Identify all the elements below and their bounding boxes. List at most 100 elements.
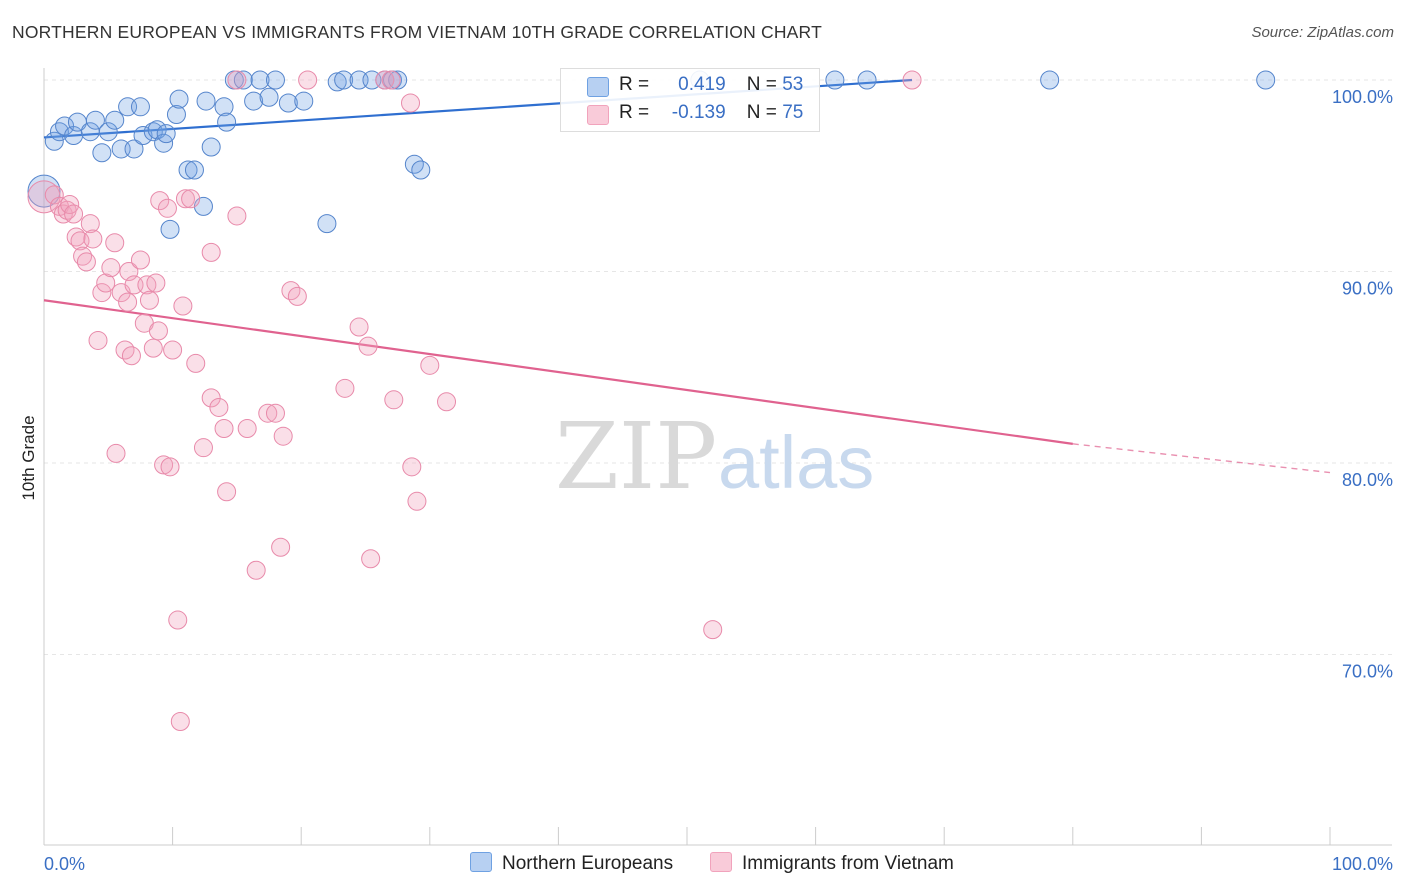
point-vietnam bbox=[106, 443, 126, 463]
point-vietnam bbox=[217, 482, 237, 502]
point-northern-european bbox=[105, 110, 125, 130]
n-value-northern: 53 bbox=[782, 74, 804, 95]
point-northern-european bbox=[244, 91, 264, 111]
point-vietnam bbox=[150, 191, 170, 211]
point-northern-european bbox=[259, 87, 279, 107]
point-vietnam bbox=[168, 610, 188, 630]
point-northern-european bbox=[217, 112, 237, 132]
y-tick-label: 80.0% bbox=[1342, 470, 1393, 490]
point-vietnam bbox=[420, 355, 440, 375]
point-northern-european bbox=[184, 160, 204, 180]
point-vietnam bbox=[154, 455, 174, 475]
point-vietnam bbox=[143, 338, 163, 358]
correlation-legend: R = 0.419 N = 53 R = -0.139 N = 75 bbox=[560, 68, 820, 132]
point-vietnam bbox=[60, 194, 80, 214]
point-vietnam bbox=[349, 317, 369, 337]
x-tick-label: 100.0% bbox=[1332, 854, 1393, 874]
r-value-vietnam: -0.139 bbox=[671, 102, 726, 123]
point-northern-european bbox=[130, 97, 150, 117]
grid-lines bbox=[44, 79, 1392, 655]
point-northern-european bbox=[294, 91, 314, 111]
r-label: R = bbox=[619, 74, 650, 95]
point-vietnam bbox=[146, 273, 166, 293]
point-northern-european bbox=[411, 160, 431, 180]
point-vietnam bbox=[148, 321, 168, 341]
n-label: N = bbox=[746, 74, 777, 95]
point-vietnam bbox=[80, 214, 100, 234]
point-vietnam bbox=[53, 204, 73, 224]
point-vietnam bbox=[88, 330, 108, 350]
point-vietnam bbox=[361, 549, 381, 569]
point-vietnam bbox=[265, 403, 285, 423]
watermark-atlas: atlas bbox=[718, 421, 874, 504]
point-northern-european bbox=[92, 143, 112, 163]
point-vietnam bbox=[384, 390, 404, 410]
point-northern-european bbox=[44, 131, 64, 151]
y-tick-label: 70.0% bbox=[1342, 662, 1393, 682]
point-northern-european bbox=[160, 219, 180, 239]
legend-label: Immigrants from Vietnam bbox=[742, 853, 954, 874]
point-vietnam bbox=[118, 292, 138, 312]
point-vietnam bbox=[407, 491, 427, 511]
point-northern-european bbox=[250, 70, 270, 90]
point-northern-european bbox=[1040, 70, 1060, 90]
point-northern-european bbox=[201, 137, 221, 157]
point-vietnam bbox=[76, 252, 96, 272]
point-northern-european bbox=[178, 160, 198, 180]
point-northern-european bbox=[169, 89, 189, 109]
point-vietnam bbox=[175, 189, 195, 209]
point-vietnam bbox=[375, 70, 395, 90]
point-vietnam bbox=[130, 250, 150, 270]
point-vietnam bbox=[101, 258, 121, 278]
point-northern-european bbox=[825, 70, 845, 90]
point-vietnam bbox=[227, 206, 247, 226]
point-northern-european bbox=[317, 214, 337, 234]
y-tick-label: 90.0% bbox=[1342, 279, 1393, 299]
axes bbox=[43, 68, 1392, 846]
point-vietnam bbox=[246, 560, 266, 580]
legend-swatch-blue bbox=[470, 852, 492, 872]
point-vietnam bbox=[160, 457, 180, 477]
point-northern-european bbox=[278, 93, 298, 113]
point-vietnam bbox=[401, 93, 421, 113]
point-vietnam bbox=[273, 426, 293, 446]
point-vietnam bbox=[163, 340, 183, 360]
point-vietnam bbox=[271, 537, 291, 557]
point-vietnam bbox=[381, 70, 401, 90]
point-vietnam bbox=[139, 290, 159, 310]
point-northern-european bbox=[85, 110, 105, 130]
point-vietnam bbox=[201, 242, 221, 262]
point-vietnam bbox=[335, 378, 355, 398]
point-vietnam bbox=[193, 438, 213, 458]
chart-title: NORTHERN EUROPEAN VS IMMIGRANTS FROM VIE… bbox=[12, 22, 822, 42]
trend-line-vietnam-extension bbox=[1072, 443, 1331, 474]
point-vietnam bbox=[703, 620, 723, 640]
legend-swatch-pink bbox=[710, 852, 732, 872]
r-value-northern: 0.419 bbox=[678, 74, 726, 95]
point-vietnam bbox=[227, 70, 247, 90]
watermark: ZIP atlas bbox=[555, 403, 874, 510]
point-vietnam bbox=[358, 336, 378, 356]
point-northern-european bbox=[265, 70, 285, 90]
point-vietnam bbox=[44, 185, 64, 205]
point-vietnam bbox=[437, 392, 457, 412]
r-label: R = bbox=[619, 102, 650, 123]
y-tick-label: 100.0% bbox=[1332, 87, 1393, 107]
point-vietnam bbox=[157, 198, 177, 218]
point-vietnam bbox=[201, 388, 221, 408]
point-vietnam bbox=[237, 419, 257, 439]
point-northern-european bbox=[49, 122, 69, 142]
point-vietnam bbox=[27, 180, 61, 214]
legend-swatch-pink bbox=[587, 105, 609, 125]
n-value-vietnam: 75 bbox=[782, 102, 804, 123]
legend-label: Northern Europeans bbox=[502, 853, 674, 874]
point-northern-european bbox=[98, 122, 118, 142]
point-vietnam bbox=[170, 712, 190, 732]
point-vietnam bbox=[214, 419, 234, 439]
point-vietnam bbox=[258, 403, 278, 423]
point-vietnam bbox=[287, 286, 307, 306]
point-northern-european bbox=[156, 124, 176, 144]
legend-swatch-blue bbox=[587, 77, 609, 97]
x-tick-label: 0.0% bbox=[44, 854, 85, 874]
